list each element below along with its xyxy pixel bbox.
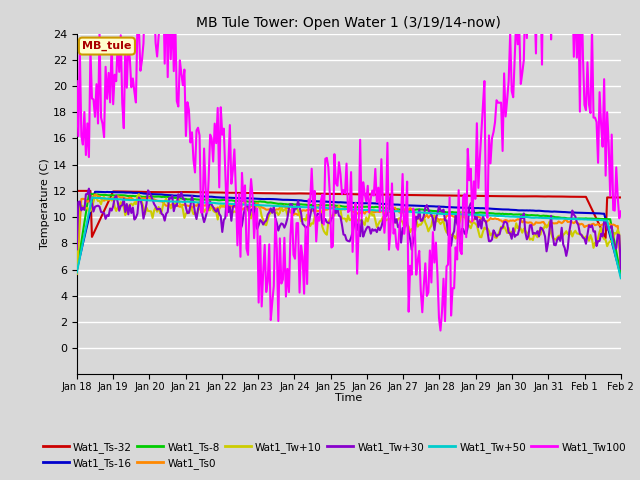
Text: MB_tule: MB_tule (82, 41, 132, 51)
X-axis label: Time: Time (335, 394, 362, 403)
Legend: Wat1_Ts-32, Wat1_Ts-16, Wat1_Ts-8, Wat1_Ts0, Wat1_Tw+10, Wat1_Tw+30, Wat1_Tw+50,: Wat1_Ts-32, Wat1_Ts-16, Wat1_Ts-8, Wat1_… (38, 438, 630, 473)
Y-axis label: Temperature (C): Temperature (C) (40, 158, 50, 250)
Title: MB Tule Tower: Open Water 1 (3/19/14-now): MB Tule Tower: Open Water 1 (3/19/14-now… (196, 16, 501, 30)
